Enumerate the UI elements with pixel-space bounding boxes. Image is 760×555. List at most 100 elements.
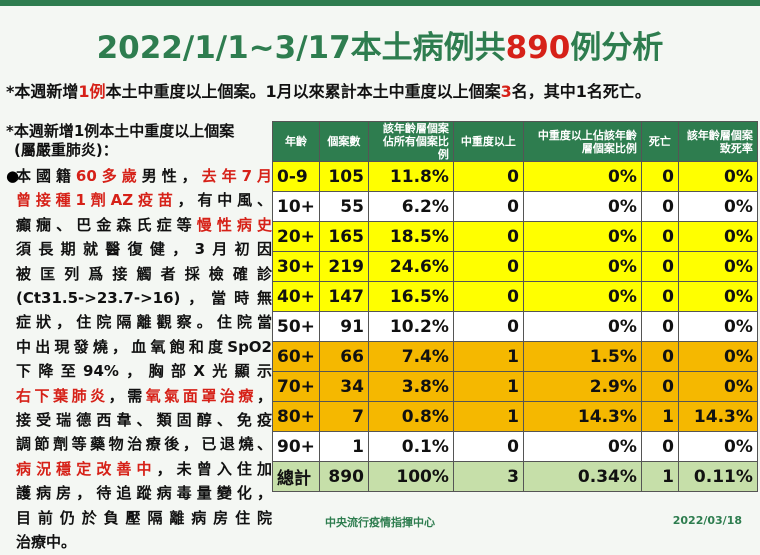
cell-severe: 0: [452, 221, 524, 252]
cell-cases: 55: [318, 191, 369, 222]
case-text-line: 目前仍於負壓隔離病房住院: [16, 506, 272, 530]
body-text: 本國籍: [16, 167, 76, 185]
cell-age: 0-9: [272, 161, 320, 192]
col-header-death: 死亡: [640, 121, 679, 162]
case-text-line: 癲癇、巴金森氏症等慢性病史: [16, 213, 272, 237]
case-text-line: 症狀，住院隔離觀察。住院當: [16, 310, 272, 334]
cell-share: 16.5%: [367, 281, 454, 312]
cell-death: 0: [640, 311, 679, 342]
cell-severe: 0: [452, 161, 524, 192]
case-text-line: 右下葉肺炎，需氧氣面罩治療，: [16, 384, 272, 408]
col-header-severe-share: 中重度以上佔該年齡層個案比例: [522, 121, 642, 162]
title-count: 890: [505, 30, 571, 66]
table-row: 10+ 55 6.2% 0 0% 0 0%: [272, 191, 758, 222]
body-text: ，未曾入住加: [156, 459, 272, 478]
cell-severe: 0: [452, 251, 524, 282]
cell-severe: 1: [452, 341, 524, 372]
cell-age: 10+: [272, 191, 320, 222]
case-subheading: (屬嚴重肺炎)：: [14, 141, 118, 159]
case-text-line: 須長期就醫復健，3月初因: [16, 237, 272, 261]
body-text: (Ct31.5->23.7->16)，當時無: [16, 289, 272, 308]
cell-share: 0.1%: [367, 431, 454, 462]
cell-severe-share: 0%: [522, 431, 642, 462]
body-text: 男性，: [141, 167, 202, 185]
body-text: 下降至94%，胸部X光顯示: [16, 362, 272, 381]
col-header-age: 年齡: [272, 121, 320, 162]
highlight-text: 60多歲: [75, 167, 142, 185]
cell-cfr: 0.11%: [677, 461, 758, 492]
case-text-line: 接受瑞德西韋、類固醇、免疫: [16, 408, 272, 432]
page-title: 2022/1/1~3/17本土病例共890例分析: [0, 22, 760, 67]
case-text-line: 曾接種1劑AZ疫苗，有中風、: [16, 188, 272, 212]
cell-severe-share: 0%: [522, 251, 642, 282]
cell-cases: 34: [318, 371, 369, 402]
case-text-line: 護病房，待追蹤病毒量變化，: [16, 481, 272, 505]
table-total-row: 總計 890 100% 3 0.34% 1 0.11%: [272, 461, 758, 492]
footer-org: 中央流行疫情指揮中心: [325, 516, 435, 529]
col-header-cfr: 該年齡層個案致死率: [677, 121, 758, 162]
table-row: 70+ 34 3.8% 1 2.9% 0 0%: [272, 371, 758, 402]
case-text-line: 中出現發燒，血氧飽和度SpO2: [16, 335, 272, 359]
cell-death: 1: [640, 401, 679, 432]
highlight-text: 慢性病史: [196, 215, 272, 234]
case-text-line: 病況穩定改善中，未曾入住加: [16, 457, 272, 481]
body-text: 被匡列爲接觸者採檢確診: [16, 264, 272, 283]
cell-age: 90+: [272, 431, 320, 462]
body-text: 調節劑等藥物治療後，已退燒、: [16, 435, 272, 454]
cell-severe: 0: [452, 311, 524, 342]
body-text: 症狀，住院隔離觀察。住院當: [16, 313, 272, 332]
cell-cases: 165: [318, 221, 369, 252]
case-text-line: (Ct31.5->23.7->16)，當時無: [16, 286, 272, 310]
cell-severe-share: 0%: [522, 221, 642, 252]
table-row: 50+ 91 10.2% 0 0% 0 0%: [272, 311, 758, 342]
col-header-share: 該年齡層個案佔所有個案比例: [367, 121, 454, 162]
cell-severe-share: 0%: [522, 161, 642, 192]
highlight-text: 病況穩定改善中: [16, 459, 157, 478]
table-header-row: 年齡 個案數 該年齡層個案佔所有個案比例 中重度以上 中重度以上佔該年齡層個案比…: [272, 121, 758, 162]
summary-line: *本週新增1例本土中重度以上個案。1月以來累計本土中重度以上個案3名，其中1名死…: [6, 78, 756, 102]
cell-death: 1: [640, 461, 679, 492]
summary-highlight-1: 1例: [78, 82, 106, 101]
table-row: 0-9 105 11.8% 0 0% 0 0%: [272, 161, 758, 192]
cell-cfr: 0%: [677, 431, 758, 462]
col-header-severe: 中重度以上: [452, 121, 524, 162]
cell-death: 0: [640, 221, 679, 252]
cell-share: 10.2%: [367, 311, 454, 342]
cell-share: 6.2%: [367, 191, 454, 222]
cell-age: 40+: [272, 281, 320, 312]
cell-cfr: 0%: [677, 221, 758, 252]
case-text-line: 調節劑等藥物治療後，已退燒、: [16, 432, 272, 456]
cell-cfr: 0%: [677, 281, 758, 312]
highlight-text: 曾接種1劑AZ疫苗: [16, 191, 178, 210]
cell-share: 100%: [367, 461, 454, 492]
case-heading: *本週新增1例本土中重度以上個案: [6, 122, 235, 140]
body-text: ，: [256, 386, 272, 405]
cell-cfr: 0%: [677, 251, 758, 282]
table-row: 60+ 66 7.4% 1 1.5% 0 0%: [272, 341, 758, 372]
bullet-icon: ●: [6, 167, 20, 185]
cell-severe: 0: [452, 431, 524, 462]
table-row: 20+ 165 18.5% 0 0% 0 0%: [272, 221, 758, 252]
case-text-line: 下降至94%，胸部X光顯示: [16, 359, 272, 383]
cell-age: 50+: [272, 311, 320, 342]
cell-death: 0: [640, 281, 679, 312]
age-group-table: 年齡 個案數 該年齡層個案佔所有個案比例 中重度以上 中重度以上佔該年齡層個案比…: [272, 121, 758, 492]
cell-share: 0.8%: [367, 401, 454, 432]
case-description: *本週新增1例本土中重度以上個案 (屬嚴重肺炎)： ● 本國籍60多歲男性，去年…: [6, 122, 272, 555]
cell-severe-share: 0%: [522, 311, 642, 342]
cell-severe: 0: [452, 281, 524, 312]
body-text: 接受瑞德西韋、類固醇、免疫: [16, 411, 272, 430]
table-body: 0-9 105 11.8% 0 0% 0 0% 10+ 55 6.2% 0 0% 0 0% 20+ 165 18…: [272, 161, 758, 492]
cell-age: 30+: [272, 251, 320, 282]
cell-age: 20+: [272, 221, 320, 252]
cell-cases: 890: [318, 461, 369, 492]
cell-death: 0: [640, 251, 679, 282]
body-text: 目前仍於負壓隔離病房住院: [16, 508, 272, 527]
cell-cfr: 0%: [677, 371, 758, 402]
summary-part-3: 名，其中1名死亡。: [511, 82, 651, 101]
cell-cases: 91: [318, 311, 369, 342]
title-suffix: 例分析: [570, 30, 664, 66]
page-frame: [0, 0, 760, 6]
cell-severe-share: 0%: [522, 281, 642, 312]
cell-cfr: 0%: [677, 341, 758, 372]
